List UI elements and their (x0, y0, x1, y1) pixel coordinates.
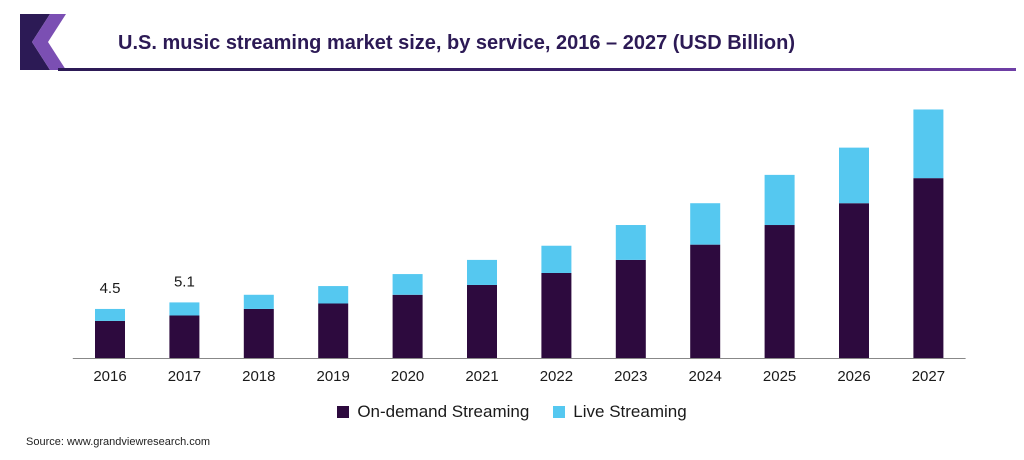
bar-on-demand-streaming-2017 (169, 315, 200, 358)
x-tick-label-2022: 2022 (540, 368, 573, 385)
bar-live-streaming-2022 (541, 245, 572, 273)
x-tick-label-2018: 2018 (242, 368, 275, 385)
bar-on-demand-streaming-2023 (615, 259, 646, 358)
x-tick-label-2027: 2027 (912, 368, 945, 385)
data-label-2016: 4.5 (100, 280, 121, 297)
bar-live-streaming-2024 (690, 203, 721, 245)
x-tick-label-2017: 2017 (168, 368, 201, 385)
bar-on-demand-streaming-2016 (95, 320, 125, 358)
bar-live-streaming-2017 (169, 302, 200, 316)
bar-on-demand-streaming-2020 (392, 294, 423, 358)
legend-item-live: Live Streaming (553, 402, 687, 422)
title-divider (58, 68, 1016, 71)
bar-live-streaming-2021 (467, 259, 497, 285)
x-tick-label-2020: 2020 (391, 368, 424, 385)
bar-on-demand-streaming-2027 (913, 178, 944, 358)
legend-swatch-live (553, 406, 566, 418)
x-tick-label-2025: 2025 (763, 368, 796, 385)
bar-on-demand-streaming-2019 (318, 303, 349, 358)
x-tick-label-2023: 2023 (614, 368, 647, 385)
bar-on-demand-streaming-2026 (839, 203, 869, 358)
bar-live-streaming-2019 (318, 286, 349, 304)
bar-on-demand-streaming-2024 (690, 244, 721, 358)
stacked-bar-chart: 2016 2017 2018 2019 2020 2021 2022 2023 2024 2025… (72, 109, 966, 385)
bar-live-streaming-2023 (615, 225, 646, 260)
data-labels: 4.5 5.1 (100, 273, 195, 297)
chart-legend: On-demand Streaming Live Streaming (0, 402, 1024, 422)
chart-title: U.S. music streaming market size, by ser… (118, 32, 795, 54)
bar-on-demand-streaming-2022 (541, 272, 572, 358)
bar-live-streaming-2025 (764, 174, 795, 226)
x-tick-label-2019: 2019 (317, 368, 350, 385)
legend-label-live: Live Streaming (573, 402, 687, 421)
data-label-2017: 5.1 (174, 273, 195, 290)
bar-on-demand-streaming-2021 (467, 284, 497, 358)
bar-live-streaming-2020 (392, 274, 423, 295)
x-tick-label-2024: 2024 (689, 368, 722, 385)
bar-live-streaming-2026 (839, 147, 869, 204)
bar-live-streaming-2027 (913, 109, 944, 179)
x-tick-label-2016: 2016 (93, 368, 126, 385)
x-tick-labels: 2016 2017 2018 2019 2020 2021 2022 2023 2024 2025… (93, 368, 945, 385)
brand-logo (20, 14, 66, 70)
bar-group (95, 109, 944, 358)
legend-label-on-demand: On-demand Streaming (357, 402, 530, 421)
bar-live-streaming-2016 (95, 308, 125, 321)
source-note: Source: www.grandviewresearch.com (26, 436, 211, 448)
legend-item-on-demand: On-demand Streaming (337, 402, 529, 422)
bar-on-demand-streaming-2018 (243, 308, 274, 358)
bar-live-streaming-2018 (243, 294, 274, 309)
x-tick-label-2026: 2026 (837, 368, 870, 385)
bar-on-demand-streaming-2025 (764, 225, 795, 358)
legend-swatch-on-demand (337, 406, 350, 418)
x-tick-label-2021: 2021 (465, 368, 498, 385)
